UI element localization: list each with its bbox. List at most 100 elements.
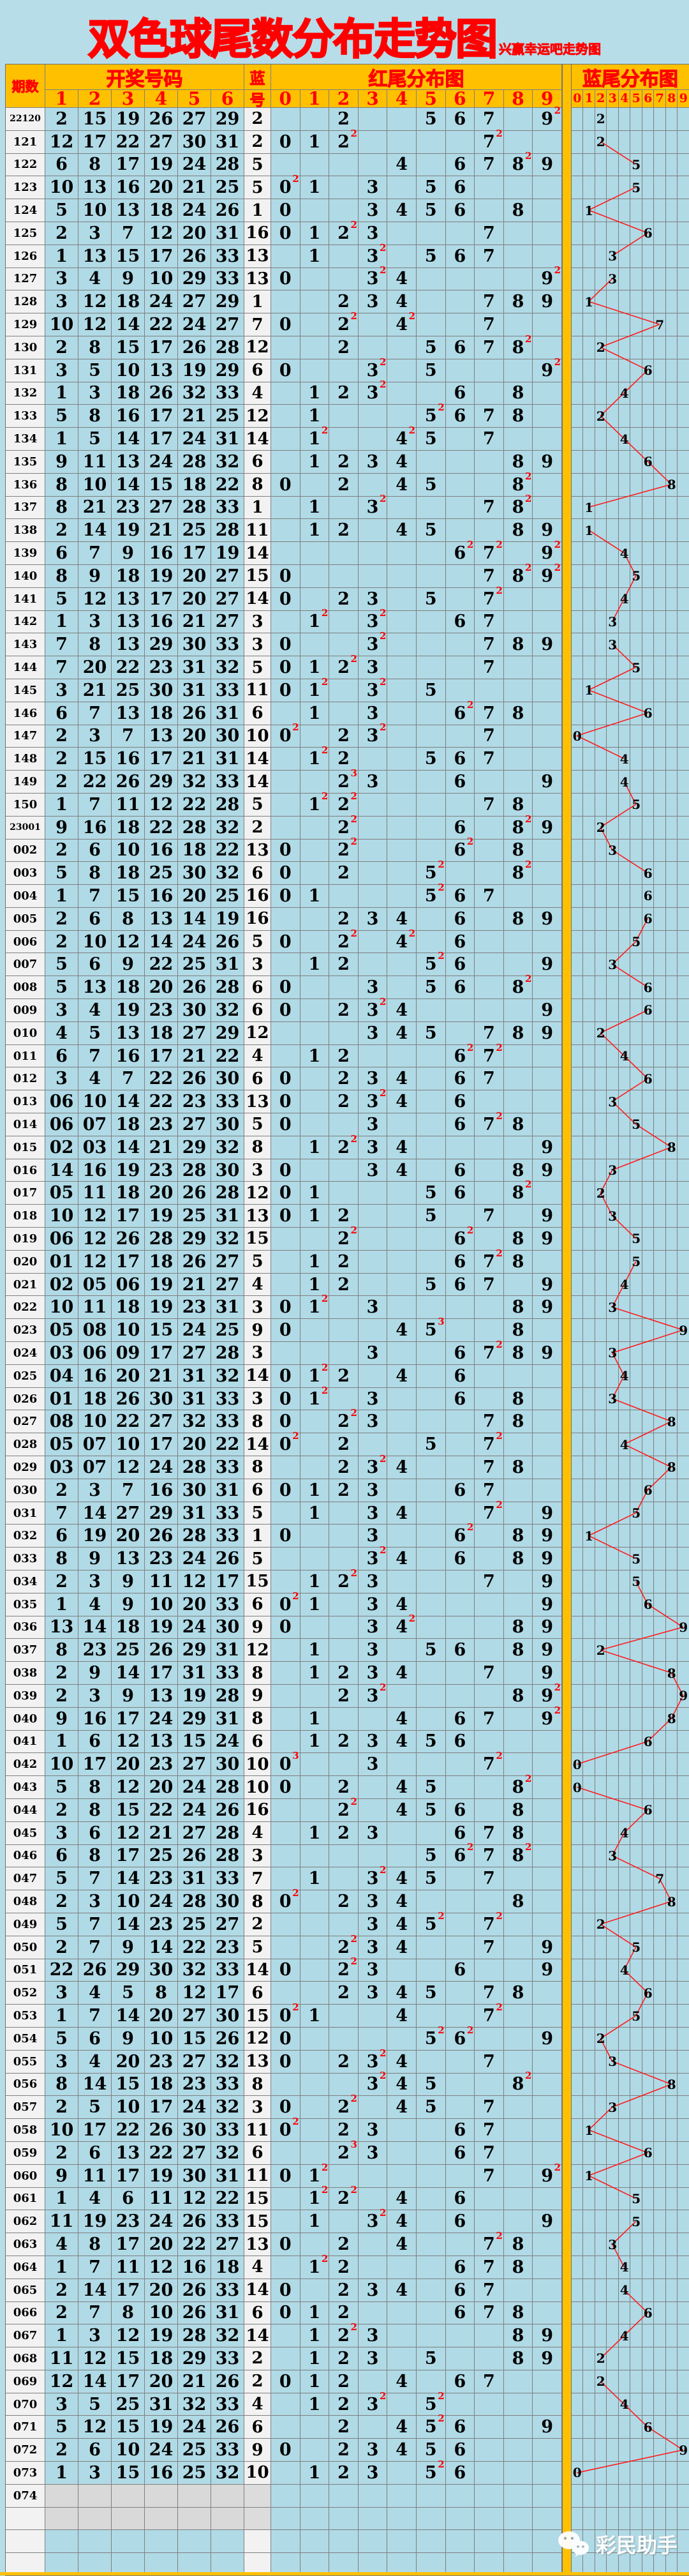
blue-ball-cell: 3 <box>244 1342 271 1365</box>
red-tail-digit: 3 <box>366 1480 379 1500</box>
blue-tail-cell: 5 <box>630 2210 642 2234</box>
red-tail-cell: 0 <box>271 1296 300 1320</box>
red-tail-digit: 0 <box>279 1297 292 1318</box>
red-tail-cell <box>445 1021 475 1045</box>
blue-tail-cell <box>630 976 642 1000</box>
red-tail-digit: 0 <box>279 1320 292 1341</box>
blue-tail-cell <box>642 1410 655 1434</box>
red-tail-cell <box>329 1525 359 1548</box>
red-tail-digit: 3 <box>366 2143 379 2163</box>
blue-ball-cell: 14 <box>244 748 271 771</box>
red-tail-cell <box>387 748 417 771</box>
red-tail-cell <box>300 2050 330 2074</box>
red-ball-cell: 32 <box>178 771 211 794</box>
blue-tail-cell <box>678 1525 689 1548</box>
red-tail-count-superscript: 2 <box>554 356 561 368</box>
blue-tail-cell: 2 <box>595 2347 607 2370</box>
red-tail-cell <box>533 2141 562 2165</box>
red-ball-cell: 22 <box>145 1090 178 1114</box>
header-blue-char-bottom: 号 <box>244 90 271 109</box>
red-ball-cell: 12 <box>78 2347 112 2370</box>
red-ball-cell: 12 <box>178 1982 211 2005</box>
blue-tail-cell <box>595 1433 607 1457</box>
blue-tail-cell <box>630 2096 642 2120</box>
red-tail-digit: 0 <box>279 863 292 884</box>
blue-tail-cell <box>654 885 666 908</box>
red-tail-cell <box>300 1890 330 1913</box>
red-tail-cell <box>416 1548 446 1570</box>
red-tail-cell <box>358 2256 388 2279</box>
blue-tail-cell <box>571 2164 584 2188</box>
red-tail-cell: 8 <box>503 519 533 543</box>
red-tail-digit: 0 <box>279 1000 292 1020</box>
period-cell: 133 <box>6 405 45 428</box>
red-tail-digit: 6 <box>454 977 466 998</box>
blue-tail-cell <box>630 1342 642 1365</box>
red-tail-count-superscript: 2 <box>438 881 445 893</box>
red-tail-digit: 7 <box>483 1480 495 1500</box>
red-tail-digit: 2 <box>337 474 350 495</box>
blue-tail-cell: 6 <box>642 1479 655 1502</box>
red-tail-cell <box>503 108 533 131</box>
blue-tail-cell <box>583 1364 595 1388</box>
red-tail-cell: 7 <box>475 313 504 336</box>
blue-tail-cell <box>607 2324 619 2348</box>
red-tail-digit: 6 <box>454 772 466 792</box>
blue-tail-cell <box>642 108 655 131</box>
blue-ball-cell: 16 <box>244 907 271 931</box>
blue-tail-digit: 7 <box>655 317 665 333</box>
red-tail-cell: 6 <box>445 1113 475 1136</box>
blue-tail-cell: 5 <box>630 1502 642 1525</box>
period-cell: 022 <box>6 1296 45 1320</box>
blue-tail-cell <box>618 656 631 679</box>
red-tail-digit: 7 <box>483 1708 495 1729</box>
red-tail-digit: 3 <box>366 1343 379 1363</box>
red-tail-count-superscript: 2 <box>438 2458 445 2470</box>
red-tail-cell: 8 <box>503 2256 533 2279</box>
blue-tail-cell <box>630 1959 642 1982</box>
red-tail-digit: 0 <box>279 2165 292 2186</box>
red-ball-cell: 8 <box>45 564 78 588</box>
red-tail-cell <box>475 1616 504 1639</box>
red-tail-cell <box>475 2416 504 2439</box>
red-tail-digit: 0 <box>279 1617 292 1638</box>
red-tail-digit: 2 <box>337 109 350 129</box>
blue-tail-digit: 6 <box>643 1802 653 1818</box>
red-tail-cell: 0 <box>271 2027 300 2051</box>
red-tail-digit: 8 <box>512 908 524 929</box>
red-ball-cell: 33 <box>211 496 244 520</box>
red-ball-cell: 3 <box>78 1890 112 1913</box>
blue-tail-cell <box>583 1296 595 1320</box>
blue-ball-cell: 11 <box>244 519 271 543</box>
red-tail-cell <box>445 1867 475 1891</box>
red-ball-cell: 7 <box>112 1067 145 1091</box>
red-tail-cell: 6 <box>445 1342 475 1365</box>
blue-tail-cell: 6 <box>642 702 655 725</box>
blue-tail-cell <box>595 1570 607 1593</box>
red-tail-digit: 5 <box>424 520 437 541</box>
red-ball-cell: 24 <box>178 2416 211 2439</box>
period-cell: 067 <box>6 2324 45 2348</box>
red-tail-cell: 1 <box>300 1182 330 1205</box>
red-ball-cell: 12 <box>145 793 178 817</box>
blue-tail-digit: 2 <box>596 111 605 127</box>
red-tail-digit: 1 <box>308 1206 321 1226</box>
blue-tail-cell <box>678 1113 689 1136</box>
red-ball-cell: 9 <box>78 1662 112 1685</box>
red-tail-digit: 5 <box>424 200 437 221</box>
watermark: 彩民助手 <box>558 2529 678 2559</box>
red-ball-cell: 25 <box>178 1913 211 1936</box>
blue-tail-cell <box>678 793 689 817</box>
